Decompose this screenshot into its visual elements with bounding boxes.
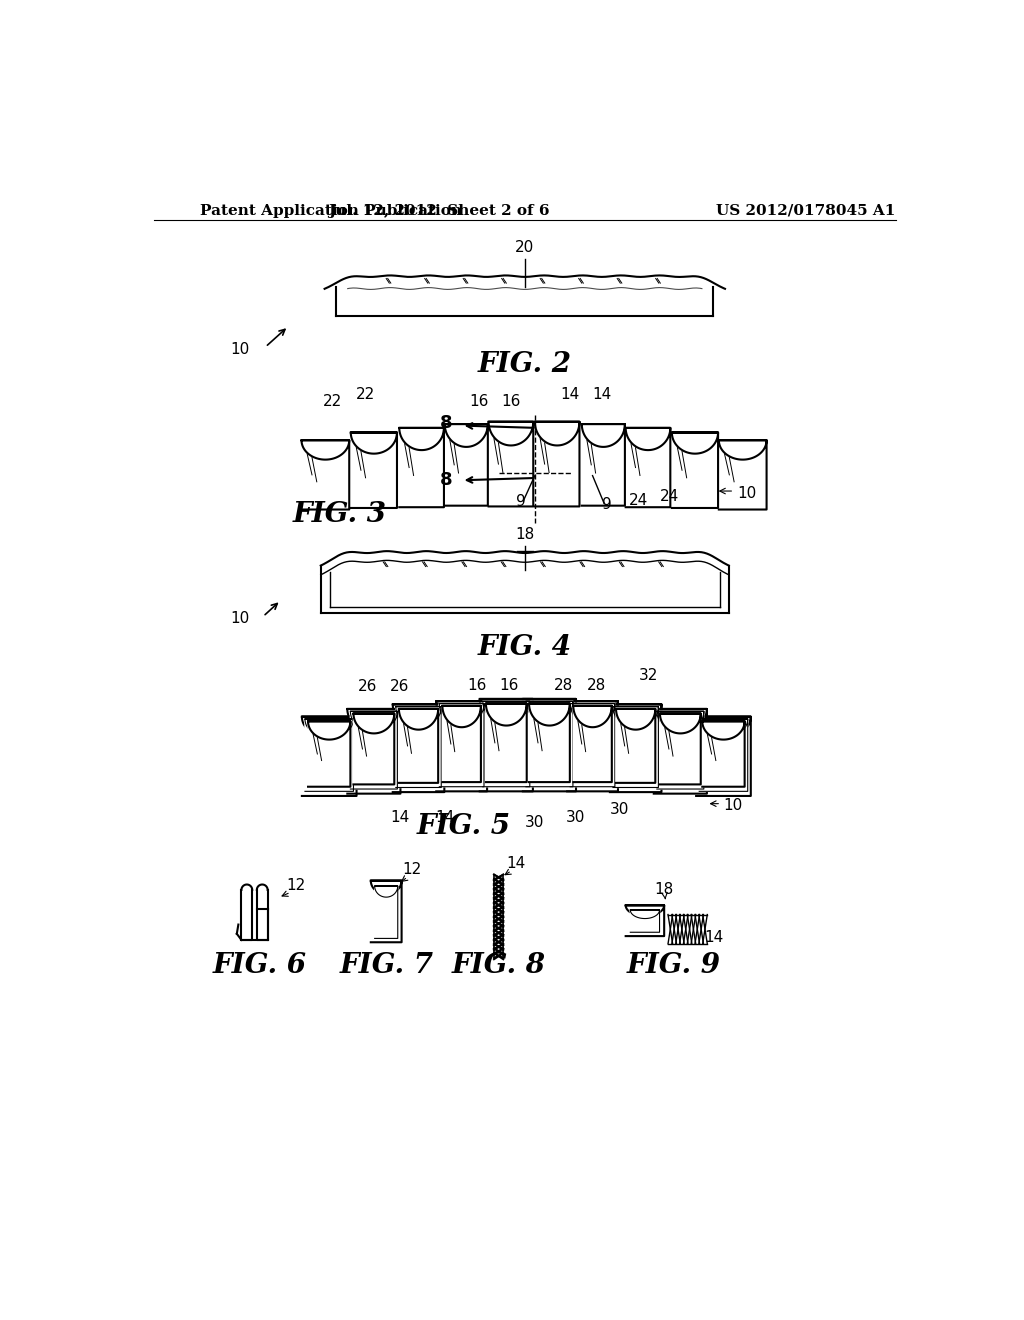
Text: 14: 14 — [390, 810, 410, 825]
Text: 28: 28 — [554, 677, 572, 693]
Text: 16: 16 — [500, 677, 519, 693]
Text: 10: 10 — [737, 486, 757, 500]
Polygon shape — [526, 701, 572, 787]
Text: 22: 22 — [355, 387, 375, 403]
Text: 10: 10 — [724, 797, 742, 813]
Polygon shape — [353, 714, 394, 784]
Polygon shape — [631, 909, 659, 932]
Polygon shape — [529, 704, 569, 781]
Text: 22: 22 — [323, 395, 342, 409]
Polygon shape — [488, 422, 534, 507]
Text: Patent Application Publication: Patent Application Publication — [200, 203, 462, 218]
Polygon shape — [626, 906, 665, 936]
Text: 16: 16 — [502, 395, 520, 409]
Polygon shape — [699, 719, 748, 792]
Text: 26: 26 — [390, 680, 410, 694]
Text: FIG. 7: FIG. 7 — [339, 952, 433, 979]
Text: 9: 9 — [516, 495, 526, 510]
Polygon shape — [535, 422, 580, 507]
Polygon shape — [582, 424, 625, 506]
Text: 14: 14 — [705, 931, 724, 945]
Polygon shape — [393, 705, 444, 792]
Polygon shape — [347, 709, 400, 793]
Polygon shape — [308, 721, 350, 787]
Polygon shape — [480, 700, 532, 792]
Text: FIG. 3: FIG. 3 — [293, 500, 387, 528]
Text: US 2012/0178045 A1: US 2012/0178045 A1 — [716, 203, 895, 218]
Text: FIG. 5: FIG. 5 — [416, 813, 510, 841]
Text: FIG. 6: FIG. 6 — [213, 952, 307, 979]
Polygon shape — [305, 719, 353, 792]
Polygon shape — [444, 424, 487, 506]
Polygon shape — [573, 706, 611, 781]
Text: 14: 14 — [560, 387, 580, 403]
Text: 10: 10 — [230, 611, 250, 627]
Text: FIG. 8: FIG. 8 — [452, 952, 546, 979]
Polygon shape — [653, 709, 707, 793]
Text: 12: 12 — [402, 862, 421, 878]
Polygon shape — [396, 706, 441, 788]
Polygon shape — [613, 706, 658, 788]
Text: 30: 30 — [525, 814, 545, 830]
Polygon shape — [610, 705, 662, 792]
Polygon shape — [696, 717, 751, 796]
Text: 14: 14 — [592, 387, 611, 403]
Text: 10: 10 — [230, 342, 250, 356]
Polygon shape — [483, 701, 529, 787]
Polygon shape — [301, 441, 349, 510]
Text: 28: 28 — [587, 677, 606, 693]
Text: 30: 30 — [610, 803, 629, 817]
Polygon shape — [350, 711, 397, 789]
Text: 24: 24 — [629, 492, 648, 508]
Text: 12: 12 — [287, 878, 306, 892]
Text: 18: 18 — [515, 527, 535, 543]
Polygon shape — [570, 704, 614, 787]
Polygon shape — [616, 709, 655, 783]
Text: 9: 9 — [601, 496, 611, 512]
Polygon shape — [486, 704, 526, 781]
Polygon shape — [567, 701, 617, 792]
Text: FIG. 2: FIG. 2 — [478, 351, 571, 379]
Text: 14: 14 — [435, 810, 455, 825]
Text: 24: 24 — [659, 488, 679, 504]
Polygon shape — [243, 891, 256, 940]
Polygon shape — [375, 886, 397, 939]
Polygon shape — [702, 721, 744, 787]
Text: Jul. 12, 2012  Sheet 2 of 6: Jul. 12, 2012 Sheet 2 of 6 — [328, 203, 549, 218]
Polygon shape — [656, 711, 703, 789]
Text: FIG. 4: FIG. 4 — [478, 634, 571, 661]
Polygon shape — [399, 428, 444, 507]
Text: 14: 14 — [506, 857, 525, 871]
Polygon shape — [659, 714, 700, 784]
Text: 18: 18 — [654, 882, 674, 896]
Text: 16: 16 — [467, 677, 486, 693]
Polygon shape — [351, 433, 397, 508]
Polygon shape — [371, 880, 401, 942]
Polygon shape — [719, 441, 767, 510]
Polygon shape — [439, 704, 484, 787]
Polygon shape — [442, 706, 481, 781]
Text: 8: 8 — [439, 471, 453, 490]
Text: FIG. 9: FIG. 9 — [627, 952, 721, 979]
Polygon shape — [523, 700, 577, 792]
Text: 26: 26 — [358, 680, 378, 694]
Polygon shape — [626, 428, 671, 507]
Text: 16: 16 — [469, 395, 488, 409]
Text: 8: 8 — [439, 413, 453, 432]
Polygon shape — [302, 717, 356, 796]
Polygon shape — [399, 709, 438, 783]
Text: 20: 20 — [515, 240, 535, 255]
Polygon shape — [436, 701, 487, 792]
Polygon shape — [672, 433, 718, 508]
Text: 30: 30 — [566, 810, 586, 825]
Text: 32: 32 — [638, 668, 657, 684]
